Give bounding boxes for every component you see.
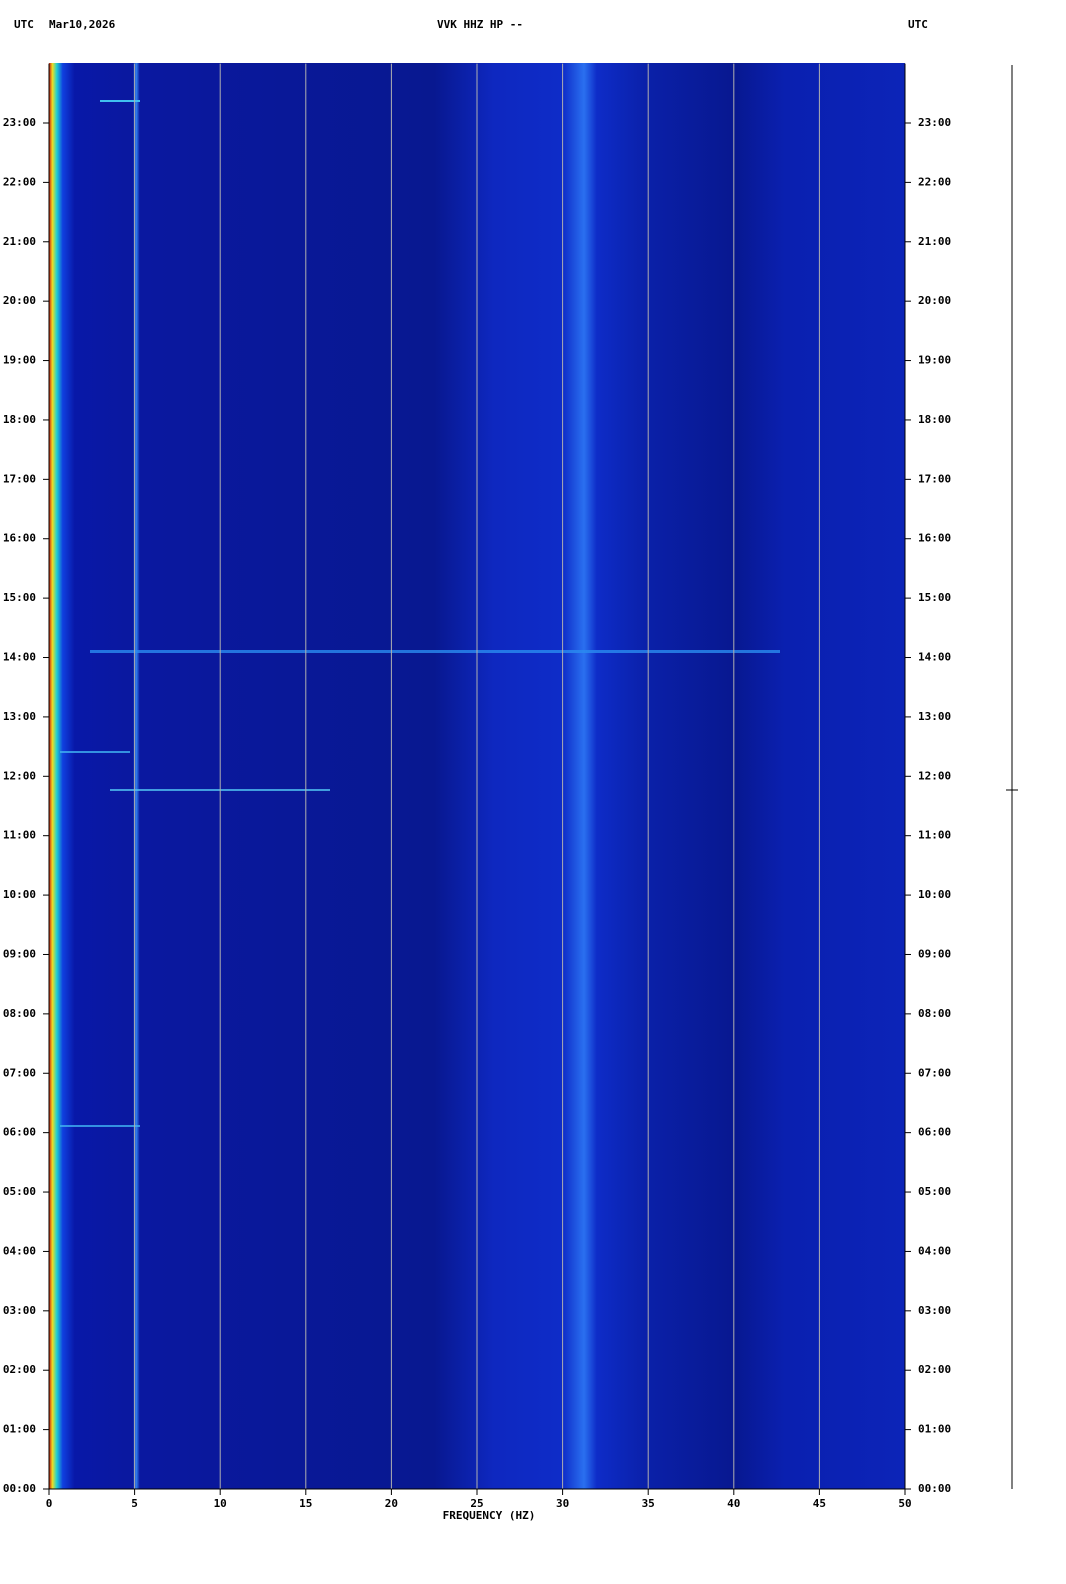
y-tick-label: 12:00: [3, 769, 36, 782]
x-axis-label: FREQUENCY (HZ): [443, 1509, 536, 1522]
x-tick-label: 40: [727, 1497, 740, 1510]
y-tick-label: 07:00: [3, 1066, 36, 1079]
y-tick-label: 00:00: [918, 1482, 951, 1495]
y-tick-label: 17:00: [918, 472, 951, 485]
y-tick-label: 16:00: [3, 532, 36, 545]
y-tick-label: 20:00: [3, 294, 36, 307]
x-tick-label: 20: [385, 1497, 398, 1510]
y-tick-label: 19:00: [3, 354, 36, 367]
y-tick-label: 10:00: [918, 888, 951, 901]
y-tick-label: 14:00: [918, 651, 951, 664]
x-tick-label: 25: [470, 1497, 483, 1510]
y-tick-label: 06:00: [3, 1126, 36, 1139]
y-tick-label: 16:00: [918, 532, 951, 545]
y-tick-label: 23:00: [3, 116, 36, 129]
y-tick-label: 09:00: [918, 947, 951, 960]
y-tick-label: 03:00: [3, 1304, 36, 1317]
y-tick-label: 01:00: [918, 1423, 951, 1436]
y-tick-label: 19:00: [918, 354, 951, 367]
x-tick-label: 50: [898, 1497, 911, 1510]
y-tick-label: 22:00: [3, 175, 36, 188]
y-tick-label: 08:00: [918, 1007, 951, 1020]
y-tick-label: 15:00: [918, 591, 951, 604]
left-label: UTC: [14, 18, 34, 31]
y-tick-label: 15:00: [3, 591, 36, 604]
y-tick-label: 21:00: [918, 235, 951, 248]
y-tick-label: 23:00: [918, 116, 951, 129]
right-label: UTC: [908, 18, 928, 31]
x-tick-label: 15: [299, 1497, 312, 1510]
y-tick-label: 11:00: [918, 829, 951, 842]
y-tick-label: 06:00: [918, 1126, 951, 1139]
y-tick-label: 10:00: [3, 888, 36, 901]
y-tick-label: 04:00: [918, 1244, 951, 1257]
y-tick-label: 07:00: [918, 1066, 951, 1079]
y-tick-label: 18:00: [3, 413, 36, 426]
y-tick-label: 00:00: [3, 1482, 36, 1495]
y-tick-label: 11:00: [3, 829, 36, 842]
y-tick-label: 13:00: [3, 710, 36, 723]
y-tick-label: 01:00: [3, 1423, 36, 1436]
y-tick-label: 17:00: [3, 472, 36, 485]
date: Mar10,2026: [49, 18, 116, 31]
x-tick-label: 5: [131, 1497, 138, 1510]
y-tick-label: 09:00: [3, 947, 36, 960]
y-tick-label: 05:00: [918, 1185, 951, 1198]
event-streak: [100, 100, 140, 102]
x-tick-label: 10: [214, 1497, 227, 1510]
event-streak: [90, 650, 780, 653]
chart-title: VVK HHZ HP --: [437, 18, 523, 31]
y-tick-label: 22:00: [918, 175, 951, 188]
y-tick-label: 12:00: [918, 769, 951, 782]
y-tick-label: 14:00: [3, 651, 36, 664]
y-tick-label: 18:00: [918, 413, 951, 426]
y-tick-label: 03:00: [918, 1304, 951, 1317]
x-tick-label: 45: [813, 1497, 826, 1510]
y-tick-label: 08:00: [3, 1007, 36, 1020]
x-tick-label: 0: [46, 1497, 53, 1510]
y-tick-label: 02:00: [3, 1363, 36, 1376]
x-tick-label: 35: [642, 1497, 655, 1510]
y-tick-label: 02:00: [918, 1363, 951, 1376]
event-streak: [60, 751, 130, 753]
y-tick-label: 04:00: [3, 1244, 36, 1257]
y-tick-label: 05:00: [3, 1185, 36, 1198]
y-tick-label: 21:00: [3, 235, 36, 248]
y-tick-label: 13:00: [918, 710, 951, 723]
x-tick-label: 30: [556, 1497, 569, 1510]
event-streak: [60, 1125, 140, 1127]
y-tick-label: 20:00: [918, 294, 951, 307]
